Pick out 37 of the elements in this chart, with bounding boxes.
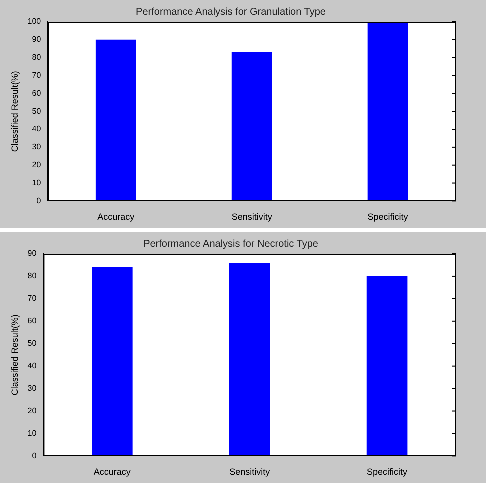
bar bbox=[96, 40, 136, 202]
y-tick-label: 0 bbox=[36, 196, 42, 206]
y-tick-label: 70 bbox=[28, 294, 38, 304]
y-tick-label: 70 bbox=[32, 70, 42, 80]
y-tick-label: 10 bbox=[28, 428, 38, 438]
y-tick-label: 20 bbox=[28, 406, 38, 416]
bar bbox=[92, 267, 133, 456]
x-tick-label: Specificity bbox=[367, 467, 408, 478]
y-tick-label: 60 bbox=[32, 88, 42, 98]
x-tick-label: Specificity bbox=[368, 212, 409, 222]
chart-title: Performance Analysis for Granulation Type bbox=[136, 6, 326, 18]
bar bbox=[232, 52, 272, 202]
y-tick-label: 10 bbox=[32, 178, 42, 188]
y-tick-label: 80 bbox=[28, 272, 38, 281]
y-axis-title: Classified Result(%) bbox=[10, 314, 20, 396]
y-axis-title: Classified Result(%) bbox=[10, 71, 20, 152]
y-tick-label: 90 bbox=[32, 35, 42, 44]
y-tick-label: 100 bbox=[28, 17, 42, 26]
y-tick-label: 50 bbox=[28, 339, 38, 348]
y-tick-label: 0 bbox=[32, 451, 38, 460]
y-tick-label: 80 bbox=[32, 53, 42, 62]
chart-title: Performance Analysis for Necrotic Type bbox=[144, 238, 319, 250]
bar bbox=[229, 262, 270, 456]
y-tick-label: 90 bbox=[28, 249, 38, 258]
y-tick-label: 60 bbox=[28, 316, 38, 326]
y-tick-label: 20 bbox=[32, 160, 42, 170]
bar bbox=[366, 276, 408, 456]
y-tick-label: 50 bbox=[32, 106, 42, 116]
y-tick-label: 30 bbox=[28, 384, 38, 394]
x-tick-label: Accuracy bbox=[94, 467, 132, 478]
y-tick-label: 30 bbox=[32, 142, 42, 152]
y-tick-label: 40 bbox=[28, 362, 38, 371]
x-tick-label: Accuracy bbox=[98, 212, 136, 222]
x-tick-label: Sensitivity bbox=[230, 467, 271, 478]
y-tick-label: 40 bbox=[32, 124, 42, 134]
x-tick-label: Sensitivity bbox=[232, 212, 273, 222]
bar bbox=[368, 22, 408, 202]
